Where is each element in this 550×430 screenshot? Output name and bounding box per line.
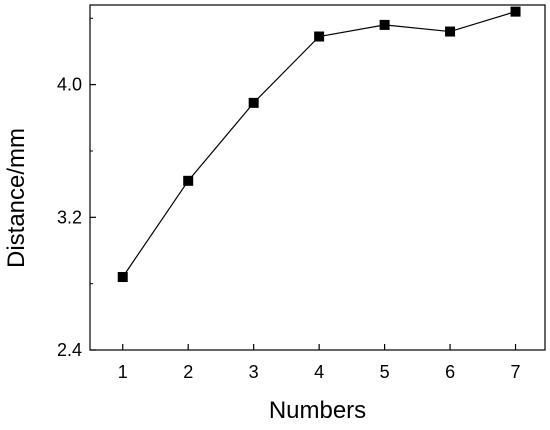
data-point [183,175,194,186]
y-axis-label: Distance/mm [3,128,30,268]
data-point [445,26,456,37]
x-axis-label: Numbers [269,397,366,424]
data-point [117,272,128,283]
plot-frame [89,4,546,351]
data-point [248,97,259,108]
x-tick-label: 6 [445,362,455,382]
y-axis-ticks: 2.4 3.2 4.0 [57,17,96,360]
x-tick-label: 5 [380,362,390,382]
x-tick-label: 1 [118,362,128,382]
series-layer [117,6,521,283]
series-line [122,11,516,278]
y-tick-label: 4.0 [57,75,82,95]
x-axis-ticks: 1 2 3 4 5 6 7 [118,344,521,382]
data-point [314,31,325,42]
x-tick-label: 7 [511,362,521,382]
x-tick-label: 4 [314,362,324,382]
y-tick-label: 2.4 [57,340,82,360]
x-tick-label: 2 [183,362,193,382]
data-point [379,19,390,30]
y-tick-label: 3.2 [57,207,82,227]
data-point [510,6,521,17]
x-tick-label: 3 [249,362,259,382]
